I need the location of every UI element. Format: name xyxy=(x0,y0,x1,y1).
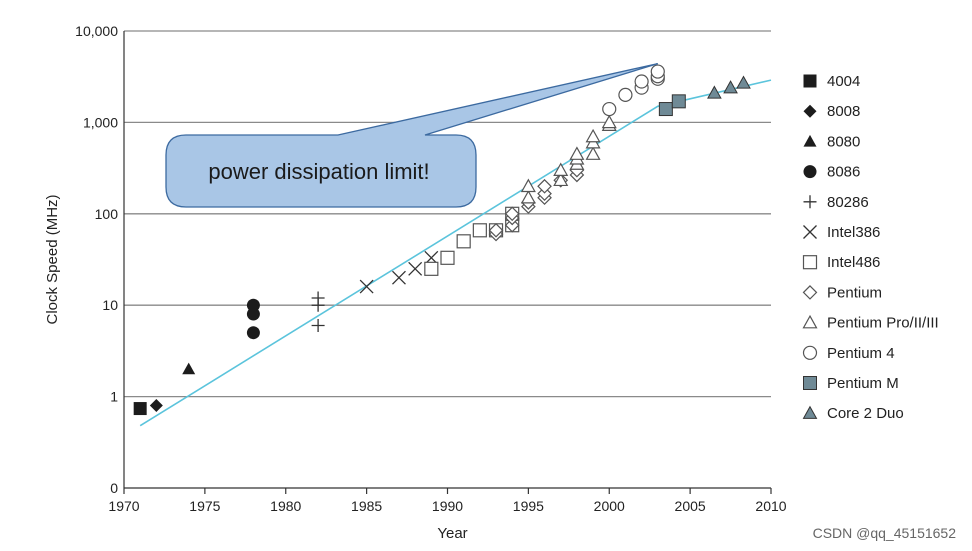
data-point-intel386 xyxy=(408,261,423,276)
data-point-pentium-pro-ii-iii xyxy=(585,128,601,143)
y-tick-label: 10,000 xyxy=(75,23,118,39)
trend-line-group xyxy=(139,79,772,427)
legend-label-intel386: Intel386 xyxy=(827,224,880,241)
data-point-4004 xyxy=(133,402,147,416)
data-point-pentium-4 xyxy=(650,64,665,79)
legend-label-8080: 8080 xyxy=(827,133,860,150)
legend-label-pentium-m: Pentium M xyxy=(827,375,899,392)
legend-marker-pentium xyxy=(802,285,818,300)
data-point-intel486 xyxy=(472,223,487,238)
data-point-core-2-duo xyxy=(707,85,722,99)
data-point-8080 xyxy=(182,362,196,375)
x-tick-label: 1995 xyxy=(513,498,544,514)
y-axis-title: Clock Speed (MHz) xyxy=(44,194,61,324)
legend-marker-8086 xyxy=(803,165,817,179)
y-tick-label: 1 xyxy=(110,389,118,405)
data-point-intel486 xyxy=(424,261,439,276)
x-tick-label: 2005 xyxy=(675,498,706,514)
trend-line xyxy=(139,79,772,427)
legend-label-intel486: Intel486 xyxy=(827,254,880,271)
legend: 4004 8008 8080 8086 80286 Intel386 Intel486 Pen… xyxy=(802,73,939,422)
x-tick-label: 2000 xyxy=(594,498,625,514)
watermark: CSDN @qq_45151652 xyxy=(812,525,956,541)
y-tick-label: 100 xyxy=(95,206,119,222)
data-points xyxy=(133,64,751,416)
legend-marker-4004 xyxy=(803,74,817,88)
data-point-intel386 xyxy=(359,279,374,294)
x-tick-label: 1985 xyxy=(351,498,382,514)
data-point-core-2-duo xyxy=(723,80,738,94)
data-point-intel486 xyxy=(440,250,455,265)
data-point-pentium xyxy=(537,186,552,202)
data-point-8086 xyxy=(246,326,260,340)
x-tick-label: 1980 xyxy=(270,498,301,514)
legend-marker-intel386 xyxy=(803,225,817,239)
legend-label-core-2-duo: Core 2 Duo xyxy=(827,405,904,422)
data-point-pentium-pro-ii-iii xyxy=(553,172,569,187)
data-point-80286 xyxy=(311,291,325,305)
x-tick-label: 2010 xyxy=(755,498,786,514)
data-point-pentium-m xyxy=(671,94,686,109)
data-point-80286 xyxy=(311,318,325,332)
y-tick-label: 10 xyxy=(102,297,118,313)
x-tick-label: 1990 xyxy=(432,498,463,514)
axes: 0 1 10 100 1,000 10,000 1970 1975 1980 1985 1990 19… xyxy=(44,23,787,542)
legend-marker-8008 xyxy=(803,104,817,118)
legend-marker-80286 xyxy=(803,195,817,209)
callout: power dissipation limit! xyxy=(165,62,658,208)
data-point-intel386 xyxy=(392,270,406,285)
data-point-pentium-pro-ii-iii xyxy=(601,114,617,129)
legend-marker-core-2-duo xyxy=(802,405,818,419)
data-point-core-2-duo xyxy=(736,75,751,89)
callout-text: power dissipation limit! xyxy=(208,159,429,184)
y-tick-label: 0 xyxy=(110,480,118,496)
data-point-pentium-4 xyxy=(602,101,617,117)
data-point-8086 xyxy=(246,298,260,312)
legend-label-8008: 8008 xyxy=(827,103,860,120)
legend-label-80286: 80286 xyxy=(827,194,869,211)
data-point-pentium xyxy=(537,178,552,194)
data-point-pentium-pro-ii-iii xyxy=(520,189,536,204)
x-tick-label: 1975 xyxy=(189,498,220,514)
legend-marker-pentium-4 xyxy=(802,345,818,360)
data-point-pentium-pro-ii-iii xyxy=(553,162,569,176)
legend-label-4004: 4004 xyxy=(827,73,860,90)
data-point-8008 xyxy=(149,398,163,412)
callout-bubble xyxy=(165,62,658,208)
data-point-pentium-m xyxy=(658,102,673,117)
legend-marker-intel486 xyxy=(802,255,818,270)
data-point-pentium-pro-ii-iii xyxy=(569,146,585,160)
data-point-pentium-4 xyxy=(634,74,649,89)
legend-label-pentium-pro-ii-iii: Pentium Pro/II/III xyxy=(827,315,939,332)
data-point-intel486 xyxy=(456,234,471,249)
data-point-pentium-4 xyxy=(618,87,633,102)
data-point-pentium xyxy=(488,222,504,238)
data-point-pentium-pro-ii-iii xyxy=(585,146,601,160)
legend-marker-pentium-m xyxy=(803,376,817,390)
x-axis-title: Year xyxy=(437,525,467,542)
legend-marker-8080 xyxy=(803,134,817,147)
legend-label-pentium: Pentium xyxy=(827,284,882,301)
data-point-pentium xyxy=(504,206,520,222)
x-tick-label: 1970 xyxy=(108,498,139,514)
gridlines xyxy=(124,30,771,398)
legend-label-pentium-4: Pentium 4 xyxy=(827,345,895,362)
legend-label-8086: 8086 xyxy=(827,164,860,181)
y-tick-label: 1,000 xyxy=(83,114,118,130)
data-point-pentium-pro-ii-iii xyxy=(520,178,536,193)
legend-marker-pentium-pro-ii-iii xyxy=(802,314,818,329)
